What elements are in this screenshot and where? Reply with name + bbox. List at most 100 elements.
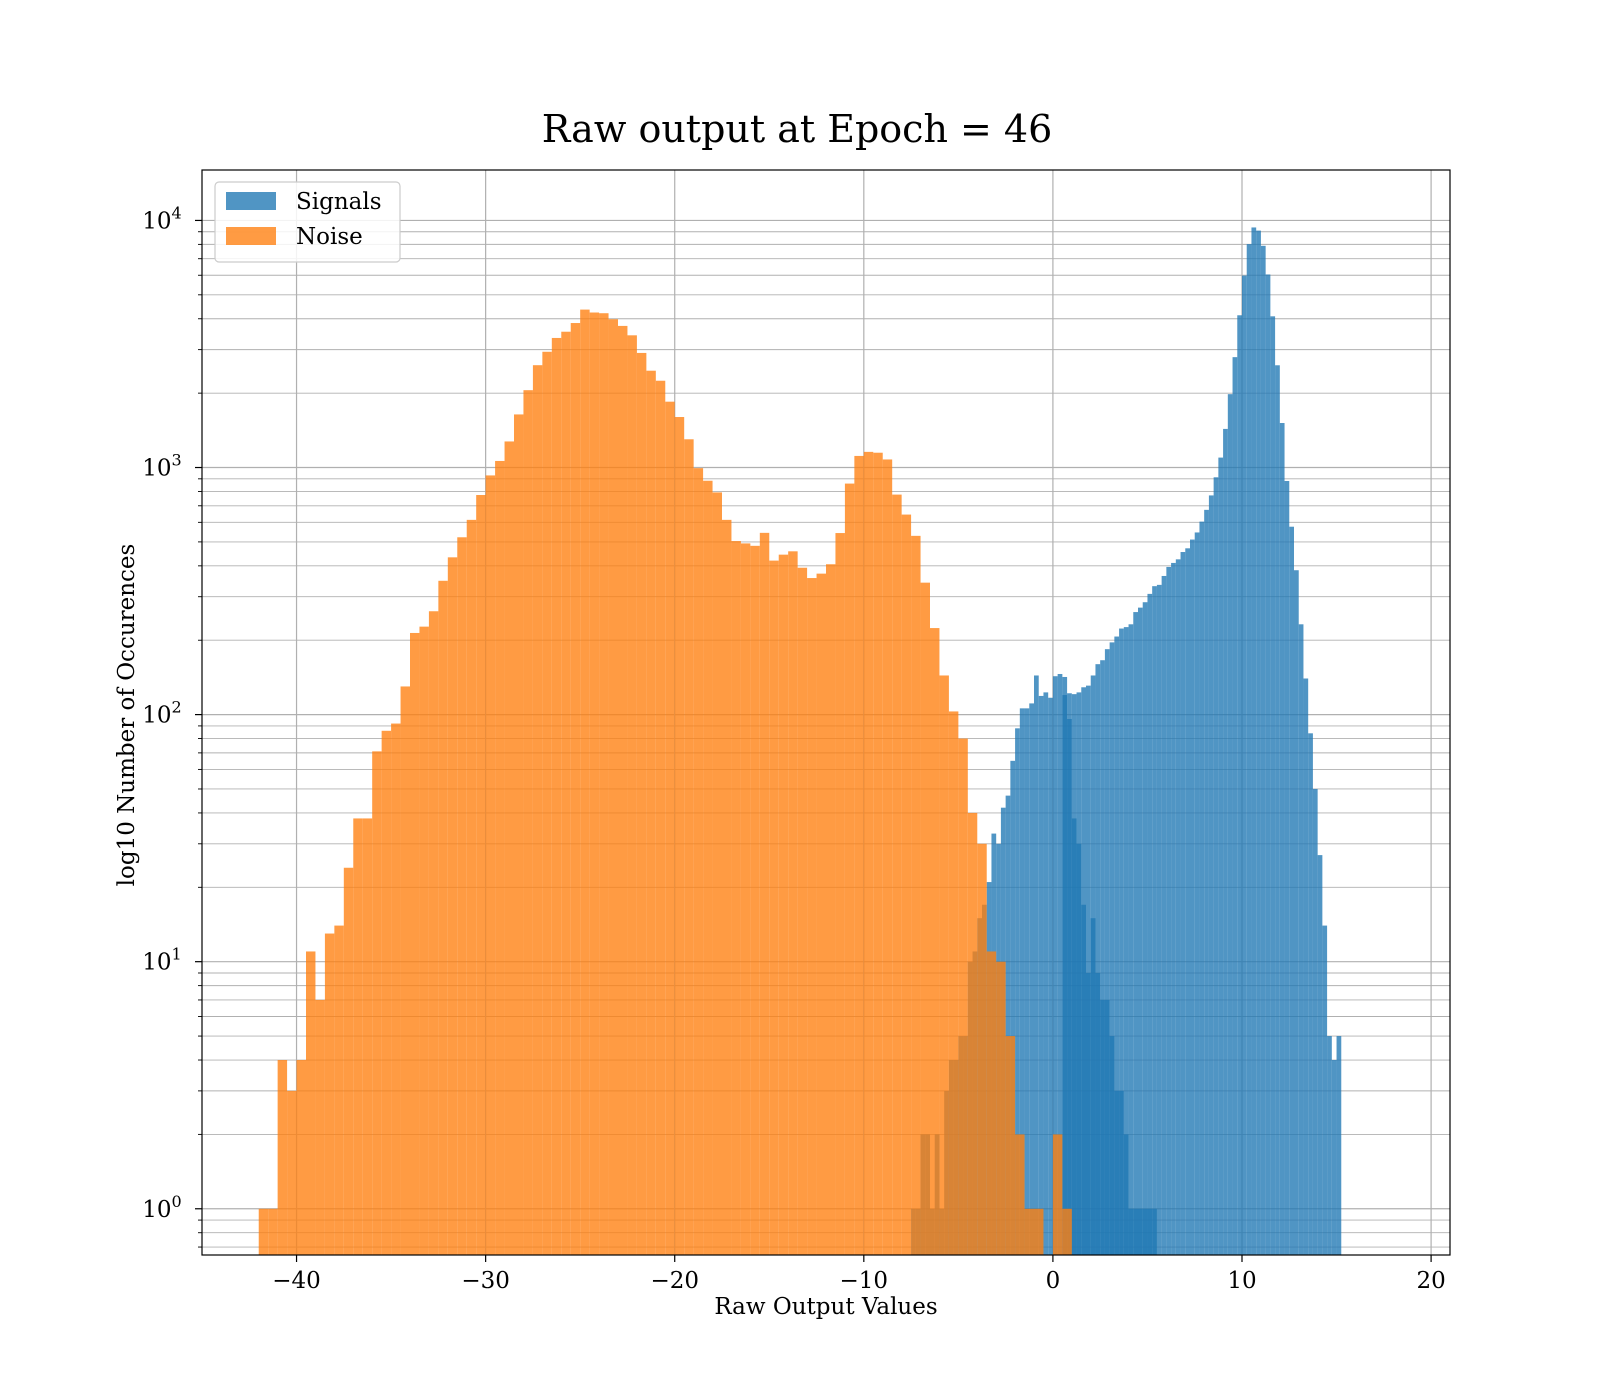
bar-noise [854,455,864,1255]
bar-noise [381,730,392,1255]
x-tick-label: 0 [1046,1268,1061,1294]
bar-signals [1237,315,1242,1255]
bar-noise [589,312,600,1256]
bar-noise [599,313,609,1255]
bar-signals [1185,548,1190,1255]
bar-noise [277,1060,288,1255]
bar-signals [1294,570,1299,1255]
bar-noise [1034,1208,1044,1255]
bar-noise [778,554,789,1255]
bar-noise [911,535,921,1255]
bar-noise [797,567,808,1255]
bar-noise [731,541,741,1255]
bar-noise [580,309,590,1255]
bar-signals [1081,687,1086,1255]
bar-signals [1005,795,1011,1255]
series-noise [258,309,1072,1256]
bar-noise [835,533,845,1255]
bar-signals [1076,692,1082,1255]
bar-noise [532,365,543,1255]
bar-noise [769,560,779,1255]
x-tick-label: 20 [1416,1268,1445,1294]
bar-signals [1303,678,1309,1255]
bar-signals [1284,480,1290,1255]
bar-signals [1019,708,1025,1255]
bar-noise [693,468,704,1255]
bar-noise [608,319,618,1255]
bar-noise [844,483,855,1255]
bar-signals [1147,593,1153,1255]
bar-signals [1128,624,1134,1255]
bar-noise [816,573,826,1255]
y-tick-label: 101 [142,945,181,976]
bar-signals [1156,584,1162,1255]
bar-noise [287,1090,297,1255]
bar-noise [466,519,477,1255]
bar-signals [1298,624,1304,1255]
bar-signals [1256,230,1261,1256]
y-axis-label: log10 Number of Occurences [114,544,140,887]
bar-noise [400,686,410,1255]
bar-signals [1086,685,1091,1255]
bar-noise [570,323,581,1256]
bar-noise [665,401,675,1255]
bar-noise [958,738,968,1255]
y-tick-label: 104 [142,203,181,234]
bar-signals [1010,760,1016,1255]
bar-noise [892,494,902,1255]
bar-noise [514,414,524,1255]
bar-noise [268,1208,278,1255]
plot-area: −40 −30 −20 −10 0 10 20 100 101 102 103 104 Signals N… [142,169,1451,1294]
y-tick-label: 100 [142,1192,181,1223]
bar-signals [1090,675,1096,1255]
bar-noise [901,514,912,1255]
series-signals [1062,227,1342,1256]
bar-noise [750,545,760,1255]
bar-signals [1029,703,1034,1255]
bar-signals [1015,728,1020,1255]
bar-signals [1232,357,1238,1255]
bar-noise [930,628,940,1255]
bar-signals [1260,245,1266,1256]
x-tick-label: 10 [1227,1268,1256,1294]
bar-noise [362,818,373,1255]
legend-label-signals: Signals [296,189,382,215]
y-tick-label: 103 [142,451,181,482]
x-tick-label: −20 [650,1268,699,1294]
bar-signals [1161,575,1167,1255]
legend-label-noise: Noise [296,224,363,250]
bar-noise [324,933,335,1255]
bar-signals [1204,509,1209,1255]
bar-noise [447,557,458,1255]
x-tick-label: −10 [840,1268,889,1294]
bar-signals [1038,695,1044,1255]
bar-noise [258,1208,269,1255]
bar-noise [996,961,1006,1255]
bar-noise [939,675,949,1255]
bar-noise [967,812,978,1255]
legend: Signals Noise [214,181,401,263]
bar-signals [1175,559,1181,1255]
bar-signals [1190,539,1195,1255]
bar-signals [1152,586,1157,1255]
bar-noise [873,452,883,1255]
bar-noise [410,632,420,1255]
bar-noise [759,532,770,1255]
bar-signals [1062,695,1068,1255]
bar-noise [646,370,656,1256]
bar-signals [1138,607,1143,1255]
bar-noise [1015,1134,1025,1255]
bar-signals [1052,676,1058,1255]
x-tick-label: −30 [461,1268,510,1294]
bar-signals [1171,562,1176,1255]
bar-noise [1005,1036,1016,1255]
bar-noise [353,818,363,1255]
bar-signals [1265,274,1271,1255]
bar-noise [428,611,439,1255]
bar-noise [788,551,798,1255]
bar-signals [1199,521,1205,1255]
bar-noise [826,564,836,1255]
legend-swatch-signals [226,192,276,210]
bar-signals [1057,673,1063,1255]
